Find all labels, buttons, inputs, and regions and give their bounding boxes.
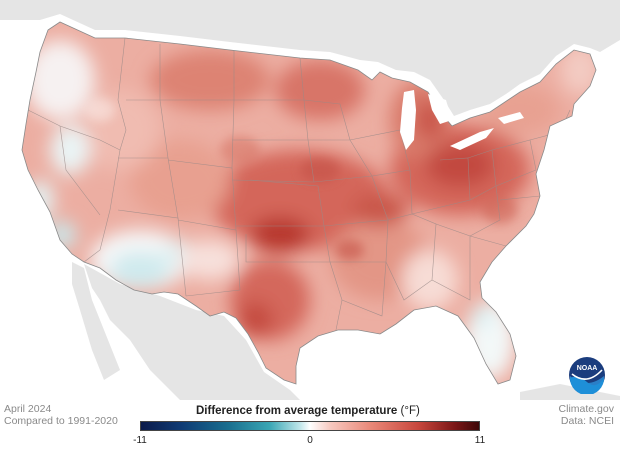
legend-title: Difference from average temperature (°F) <box>196 405 420 417</box>
legend-max-label: 11 <box>474 435 486 446</box>
mexico-landmass <box>84 264 300 400</box>
state-boundaries <box>27 37 571 331</box>
caption-block: April 2024 Compared to 1991-2020 <box>4 403 118 427</box>
cuba-island <box>520 384 620 400</box>
baja-peninsula <box>72 262 120 380</box>
canada-landmass <box>0 0 620 116</box>
legend-colorbar <box>140 421 480 431</box>
lake-erie <box>450 128 494 150</box>
anomaly-field <box>22 22 596 384</box>
legend-title-text: Difference from average temperature <box>196 405 398 417</box>
caption-baseline: Compared to 1991-2020 <box>4 415 118 427</box>
caption-month: April 2024 <box>4 403 52 415</box>
lake-michigan <box>400 90 416 150</box>
temperature-anomaly-map <box>0 0 620 400</box>
svg-text:NOAA: NOAA <box>577 365 598 372</box>
legend-mid-label: 0 <box>307 435 313 446</box>
lake-huron <box>428 94 452 124</box>
lake-ontario <box>498 112 524 124</box>
noaa-logo: NOAA <box>569 357 605 394</box>
legend-min-label: -11 <box>133 435 147 446</box>
credits-source: Climate.gov <box>558 403 614 415</box>
legend-unit: (°F) <box>400 405 420 417</box>
map-footer: April 2024 Compared to 1991-2020 Differe… <box>0 400 620 450</box>
credits-data: Data: NCEI <box>560 415 614 427</box>
credits-block: Climate.gov Data: NCEI <box>559 403 614 427</box>
